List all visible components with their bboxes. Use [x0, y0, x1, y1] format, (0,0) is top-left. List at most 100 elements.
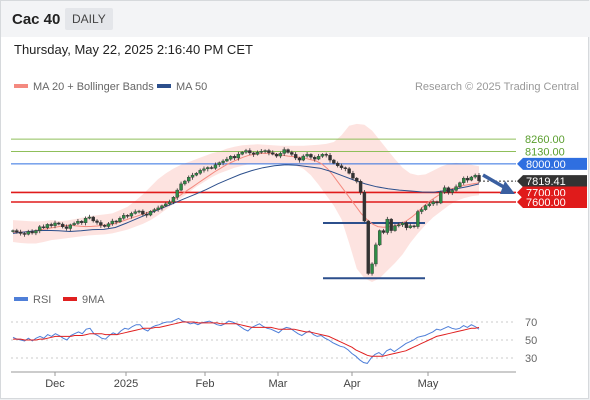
candle-body — [408, 225, 412, 228]
candle-body — [366, 220, 370, 274]
candle-body — [427, 203, 432, 206]
legend-9ma-swatch — [63, 297, 77, 302]
candle-body — [301, 155, 305, 161]
x-tick-label-2025: 2025 — [114, 378, 138, 390]
candle-body — [125, 215, 130, 217]
x-tick-label-Dec: Dec — [45, 378, 65, 390]
candle-body — [76, 221, 80, 224]
candle-body — [91, 216, 95, 222]
candle-body — [351, 173, 355, 179]
candle-body — [393, 225, 397, 231]
candle-body — [316, 156, 321, 160]
candle-body — [202, 168, 206, 171]
candle-body — [416, 211, 420, 227]
candle-body — [477, 175, 481, 182]
candle-body — [450, 190, 454, 193]
level-tag-8000.00 — [517, 157, 587, 170]
rsi-series-9MA — [13, 321, 480, 357]
candle-body — [267, 150, 271, 153]
candle-body — [80, 221, 84, 223]
level-label-8260.00: 8260.00 — [525, 134, 565, 146]
candle-body — [171, 197, 176, 203]
candle-body — [274, 153, 279, 157]
candle-body — [30, 231, 34, 234]
candle-body — [34, 230, 38, 234]
candle-body — [282, 149, 286, 154]
candle-body — [462, 177, 466, 183]
symbol-title: Cac 40 — [12, 11, 61, 28]
legend-ma50: MA 50 — [157, 81, 207, 93]
candle-body — [339, 165, 344, 168]
level-tag-7700.00 — [517, 186, 587, 199]
candle-body — [232, 156, 237, 159]
candle-body — [217, 162, 221, 166]
candle-body — [313, 157, 317, 160]
candle-body — [271, 152, 275, 155]
candle-body — [286, 149, 290, 153]
level-tag-7819.41 — [517, 175, 587, 188]
candles — [11, 147, 481, 276]
candle-body — [400, 222, 405, 226]
candle-body — [431, 201, 435, 205]
candle-body — [41, 226, 46, 228]
legend-ma50-label: MA 50 — [176, 81, 208, 93]
candle-body — [473, 175, 477, 178]
candle-body — [358, 181, 363, 193]
candle-body — [87, 216, 92, 219]
candle-body — [164, 203, 168, 207]
candle-body — [332, 159, 336, 164]
candle-body — [83, 217, 88, 223]
x-tick-label-Apr: Apr — [343, 378, 360, 390]
candle-body — [397, 224, 401, 227]
rsi-series-RSI — [12, 317, 480, 364]
candle-body — [175, 189, 179, 198]
candle-body — [278, 153, 283, 157]
period-selector[interactable]: DAILY — [65, 8, 113, 30]
candle-body — [18, 231, 23, 234]
candle-body — [469, 176, 474, 181]
candle-body — [152, 209, 157, 212]
candle-body — [114, 220, 118, 223]
candle-body — [68, 224, 72, 229]
legend-9ma-label: 9MA — [82, 294, 105, 306]
rsi-tick-70: 70 — [525, 317, 537, 329]
candle-body — [26, 231, 30, 235]
level-label-8130.00: 8130.00 — [525, 146, 565, 158]
candle-body — [194, 173, 199, 176]
candle-body — [335, 162, 340, 166]
candle-body — [64, 226, 69, 229]
candle-body — [259, 151, 263, 153]
ma50-line — [12, 164, 480, 234]
candle-body — [15, 230, 19, 233]
candle-body — [148, 211, 153, 216]
candle-body — [454, 186, 458, 191]
candle-body — [213, 164, 218, 169]
candle-body — [412, 225, 416, 228]
timestamp: Thursday, May 22, 2025 2:16:40 PM CET — [14, 42, 253, 57]
candle-body — [221, 160, 225, 163]
candle-body — [38, 226, 42, 231]
legend-ma20-swatch — [14, 84, 28, 89]
candle-body — [144, 213, 149, 216]
candle-body — [251, 152, 256, 155]
candle-body — [255, 152, 260, 155]
candle-body — [420, 209, 424, 212]
candle-body — [389, 218, 393, 231]
candle-body — [229, 156, 233, 160]
legend-ma20-label: MA 20 + Bollinger Bands — [33, 81, 154, 93]
x-tick-label-Mar: Mar — [269, 378, 288, 390]
candle-body — [209, 167, 214, 169]
candle-body — [22, 233, 27, 235]
candle-body — [355, 177, 359, 182]
candle-body — [179, 183, 183, 191]
x-tick-label-May: May — [418, 378, 439, 390]
candle-body — [248, 150, 252, 154]
candle-body — [57, 222, 61, 225]
candle-body — [458, 182, 462, 187]
legend-rsi: RSI — [14, 294, 51, 306]
legend-rsi-swatch — [14, 297, 28, 302]
candle-body — [160, 205, 164, 209]
rsi-tick-50: 50 — [525, 335, 537, 347]
candle-body — [118, 217, 122, 223]
